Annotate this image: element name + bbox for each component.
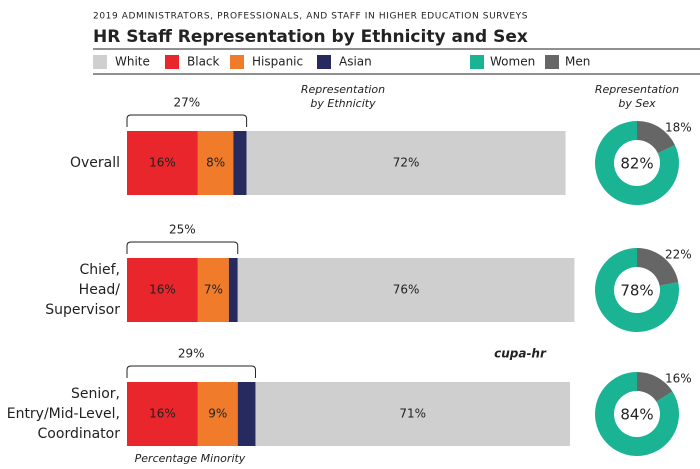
logo: cupa-hr (494, 347, 547, 361)
category-label: Entry/Mid-Level, (7, 406, 120, 422)
minority-bracket (126, 114, 248, 127)
legend-label: Men (565, 55, 590, 69)
value-label: 16% (665, 372, 692, 386)
legend-swatch (93, 55, 107, 69)
category-label: Senior, (71, 386, 120, 402)
value-label: 78% (620, 282, 653, 300)
bar-segment (255, 382, 570, 446)
bar-segment (127, 382, 198, 446)
minority-label: 25% (169, 223, 196, 237)
bar-segment (233, 131, 247, 195)
donut-slice (595, 248, 680, 333)
value-label: 16% (149, 283, 176, 297)
legend-swatch (545, 55, 559, 69)
annotation: Percentage Minority (135, 452, 246, 465)
value-label: 82% (620, 155, 653, 173)
annotation: by Ethnicity (310, 97, 376, 110)
value-label: 71% (399, 407, 426, 421)
legend-swatch (470, 55, 484, 69)
legend-label: Asian (339, 55, 372, 69)
bar-segment (197, 131, 234, 195)
bar-segment (246, 131, 566, 195)
bar-segment (228, 258, 238, 322)
donut-slice (637, 248, 679, 286)
annotation: by Sex (618, 97, 656, 110)
minority-bracket (126, 241, 239, 254)
category-label: Supervisor (45, 302, 120, 318)
category-label: Head/ (79, 282, 121, 298)
minority-label: 29% (178, 347, 205, 361)
value-label: 8% (206, 156, 225, 170)
value-label: 9% (208, 407, 227, 421)
value-label: 7% (204, 283, 223, 297)
bar-segment (237, 258, 575, 322)
supertitle: 2019 ADMINISTRATORS, PROFESSIONALS, AND … (93, 12, 528, 22)
donut-slice (637, 372, 673, 402)
value-label: 76% (393, 283, 420, 297)
bar-segment (127, 258, 198, 322)
category-label: Coordinator (38, 426, 121, 442)
legend-swatch (165, 55, 179, 69)
bar-segment (237, 382, 256, 446)
donut-slice (595, 372, 680, 457)
legend-label: Hispanic (252, 55, 303, 69)
minority-bracket (126, 365, 256, 378)
legend-label: Women (490, 55, 535, 69)
bar-segment (197, 258, 229, 322)
value-label: 84% (620, 406, 653, 424)
minority-label: 27% (173, 96, 200, 110)
category-label: Chief, (79, 262, 120, 278)
donut-slice (637, 121, 676, 154)
value-label: 16% (149, 156, 176, 170)
donut-slice (595, 121, 680, 206)
annotation: Representation (595, 83, 679, 96)
annotation: Representation (301, 83, 385, 96)
value-label: 18% (665, 121, 692, 135)
bar-segment (127, 131, 198, 195)
value-label: 22% (665, 248, 692, 262)
legend-swatch (230, 55, 244, 69)
value-label: 72% (393, 156, 420, 170)
category-label: Overall (70, 155, 120, 171)
legend-swatch (317, 55, 331, 69)
value-label: 16% (149, 407, 176, 421)
legend-label: White (115, 55, 150, 69)
chart-title: HR Staff Representation by Ethnicity and… (93, 27, 528, 47)
bar-segment (197, 382, 238, 446)
legend-label: Black (187, 55, 220, 69)
